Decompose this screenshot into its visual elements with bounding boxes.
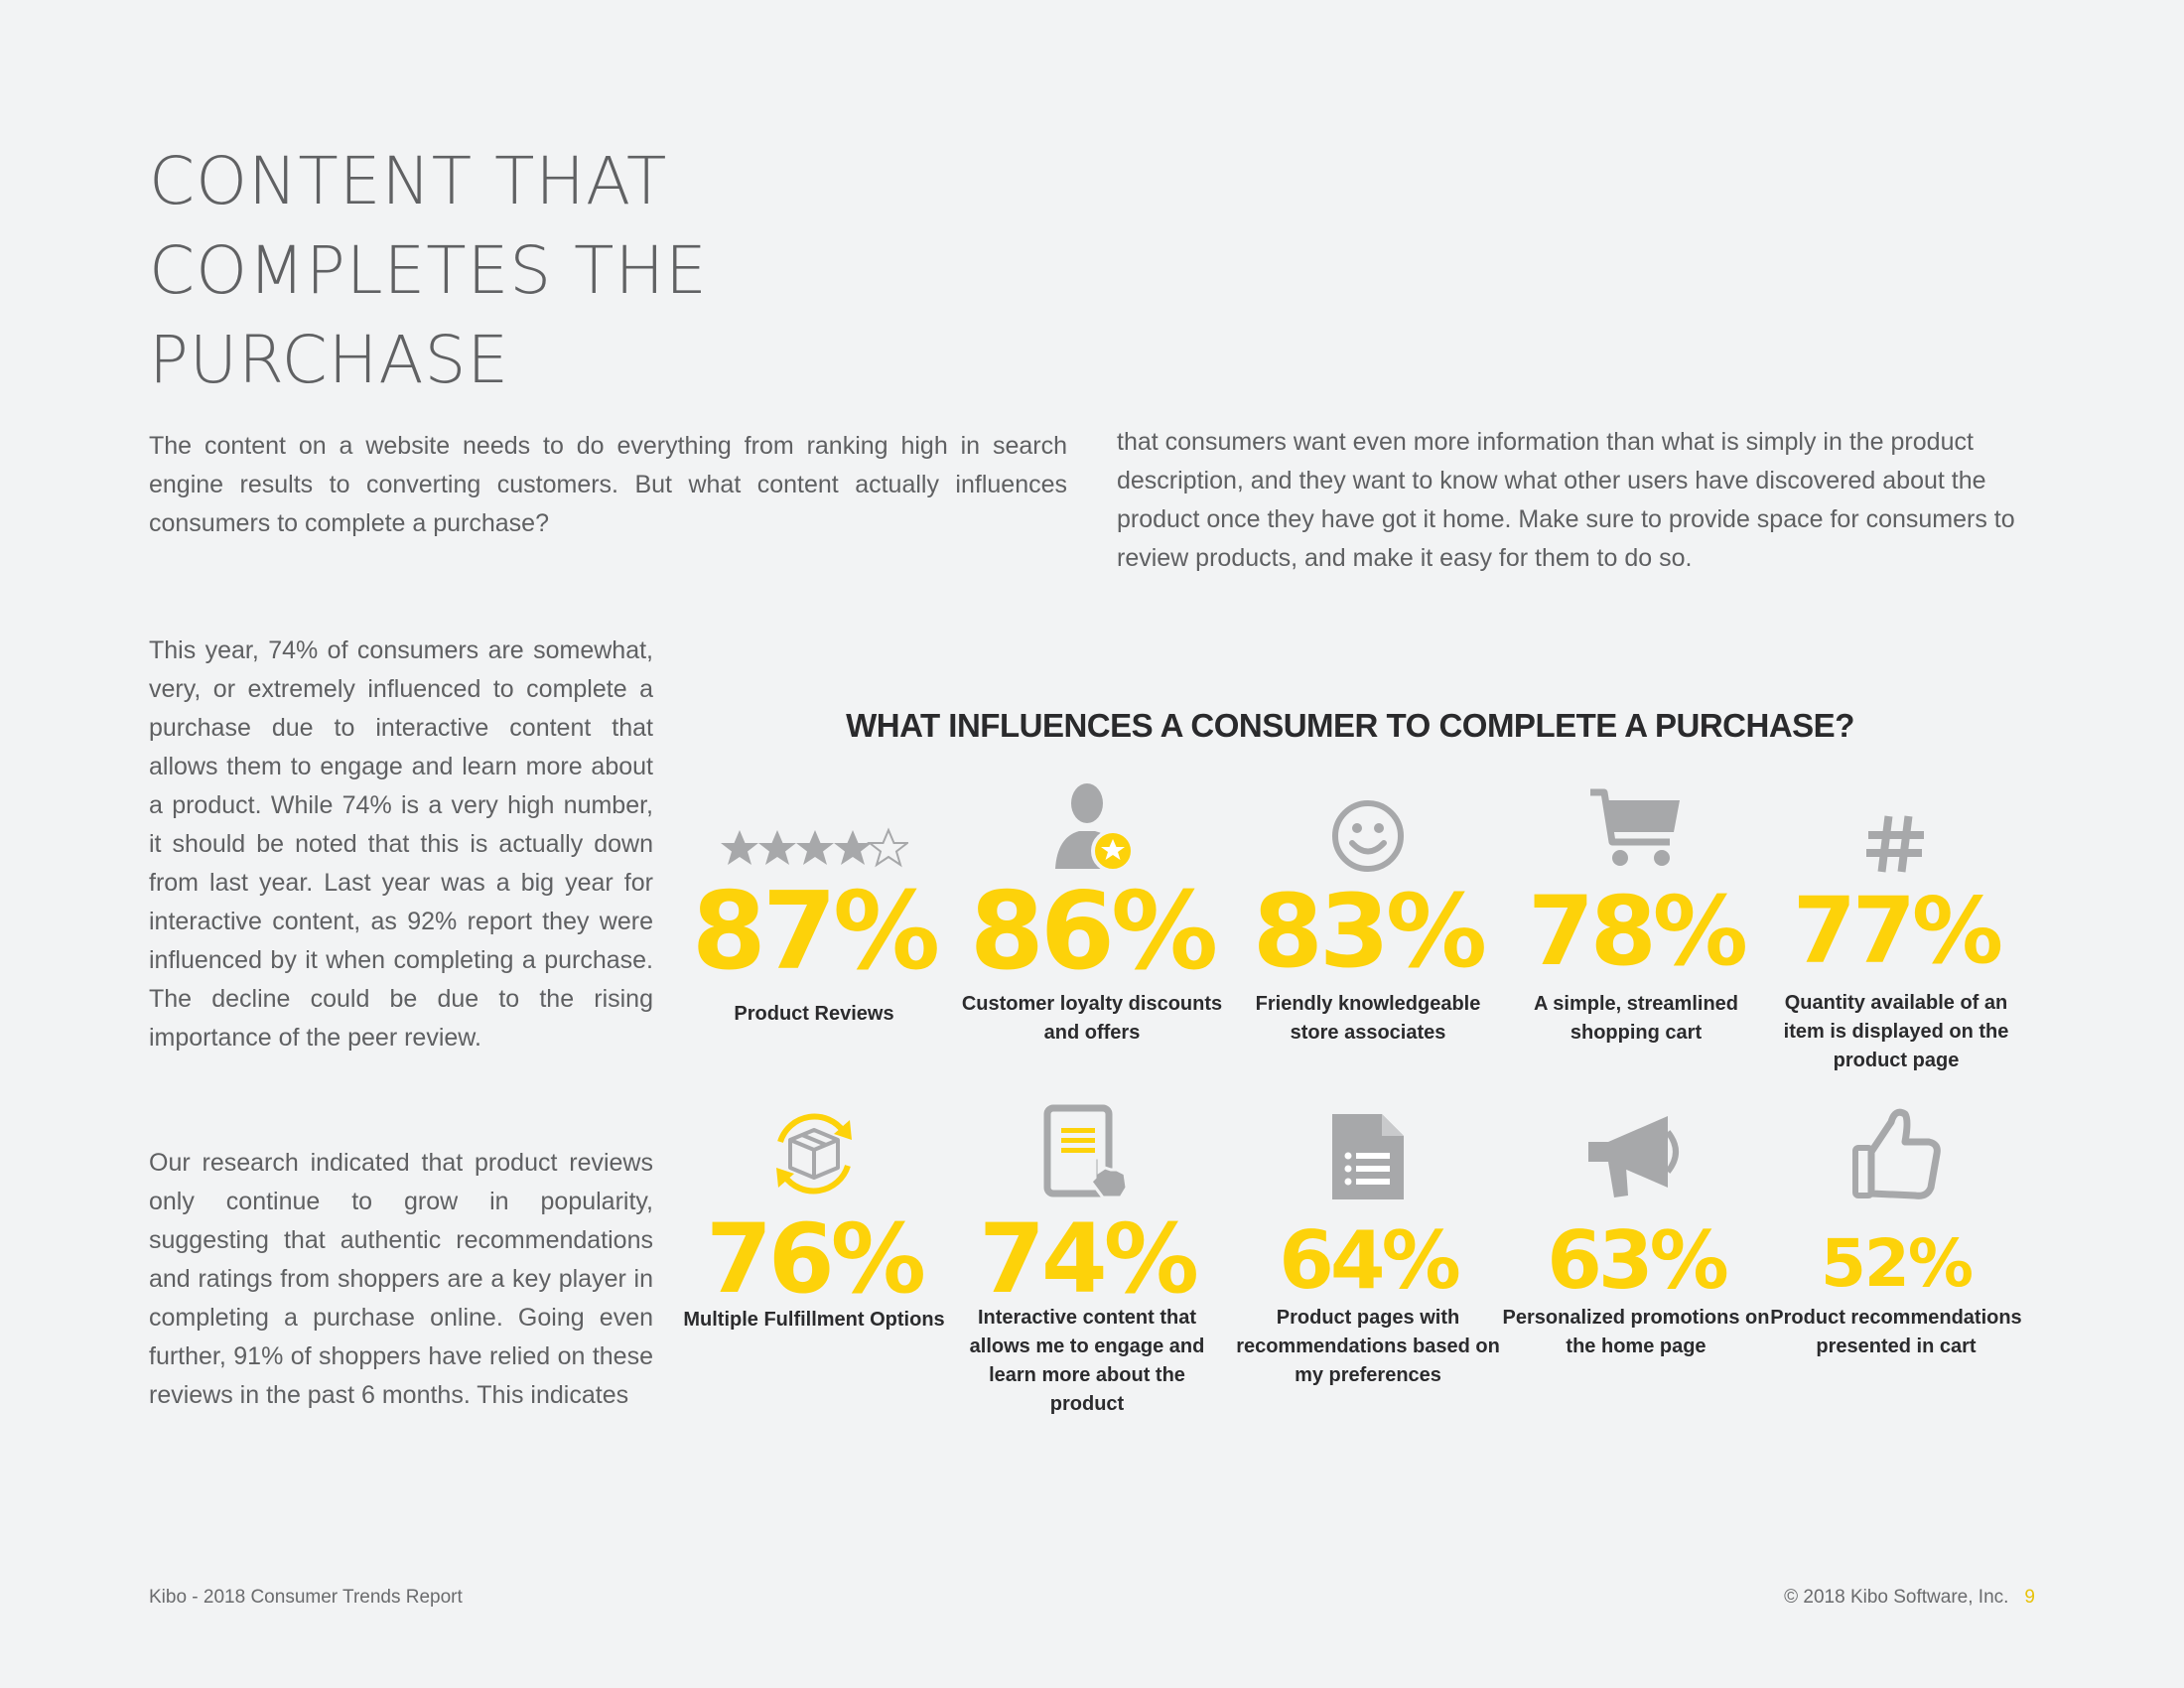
page-title-line-3: PURCHASE — [149, 322, 510, 398]
stat-label: Personalized promotions on the home page — [1502, 1307, 1770, 1357]
stat-label: Multiple Fulfillment Options — [683, 1309, 945, 1331]
stat-label: Product pages with recommendations based… — [1236, 1307, 1500, 1386]
tablet-touch-icon — [963, 1102, 1211, 1201]
box-cycle-icon — [690, 1102, 938, 1201]
footer-copyright: © 2018 Kibo Software, Inc. 9 — [1784, 1587, 2035, 1609]
stat-label: Friendly knowledgeable store associates — [1255, 993, 1481, 1044]
stat-label: Product Reviews — [734, 1003, 894, 1025]
thumbs-up-icon — [1772, 1102, 2020, 1201]
footer-report-name: Kibo - 2018 Consumer Trends Report — [149, 1587, 463, 1608]
user-star-icon — [968, 774, 1216, 874]
smiley-icon — [1244, 774, 1492, 874]
infographic-title: WHAT INFLUENCES A CONSUMER TO COMPLETE A… — [846, 707, 1854, 744]
stat-value: 87% — [691, 870, 941, 994]
stat-value: 74% — [979, 1203, 1199, 1315]
body-paragraph-2: Our research indicated that product revi… — [149, 1149, 653, 1409]
stat-value: 52% — [1821, 1225, 1974, 1302]
stat-label: Product recommendations presented in car… — [1770, 1307, 2022, 1357]
stat-value: 63% — [1547, 1214, 1728, 1307]
intro-paragraph-left: The content on a website needs to do eve… — [149, 432, 1067, 537]
hash-icon — [1772, 774, 2020, 874]
stat-value: 64% — [1279, 1214, 1460, 1307]
body-paragraph-1: This year, 74% of consumers are somewhat… — [149, 636, 653, 1052]
stars-rating-icon — [690, 774, 938, 874]
page-title-line-2: COMPLETES THE — [149, 232, 708, 309]
document-list-icon — [1244, 1102, 1492, 1201]
stat-value: 83% — [1252, 873, 1487, 991]
stat-label: Customer loyalty discounts and offers — [961, 993, 1223, 1044]
shopping-cart-icon — [1512, 774, 1760, 874]
page-title-line-1: CONTENT THAT — [149, 143, 668, 219]
stat-value: 86% — [969, 870, 1219, 994]
footer-copyright-text: © 2018 Kibo Software, Inc. — [1784, 1587, 2009, 1608]
stat-label: Interactive content that allows me to en… — [969, 1307, 1205, 1415]
stat-label: A simple, streamlined shopping cart — [1534, 993, 1738, 1044]
stat-value: 78% — [1528, 876, 1748, 987]
stat-value: 77% — [1792, 878, 2003, 984]
stat-value: 76% — [706, 1203, 926, 1315]
page-title: CONTENT THAT COMPLETES THE PURCHASE — [149, 137, 903, 405]
stat-label: Quantity available of an item is display… — [1783, 992, 2009, 1071]
intro-paragraph-right: that consumers want even more informatio… — [1117, 428, 2015, 572]
page-number: 9 — [2024, 1587, 2035, 1608]
megaphone-icon — [1512, 1102, 1760, 1201]
